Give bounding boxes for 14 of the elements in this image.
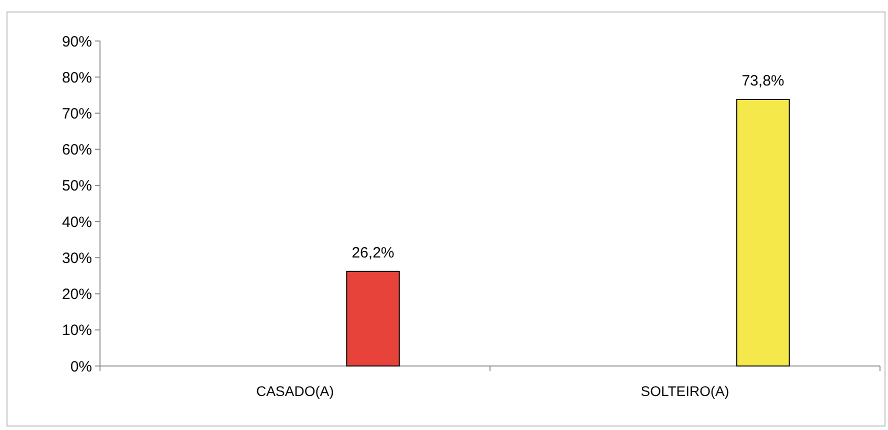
y-tick-label: 20% — [62, 286, 92, 304]
y-tick-label: 30% — [62, 250, 92, 267]
y-tick-label: 70% — [62, 105, 92, 122]
x-tick-label: CASADO(A) — [256, 383, 334, 399]
y-tick-label: 10% — [62, 322, 92, 340]
y-tick-label: 50% — [62, 178, 92, 195]
y-tick-label: 0% — [70, 358, 92, 376]
x-tick-label: SOLTEIRO(A) — [640, 383, 730, 399]
y-tick-label: 80% — [62, 69, 92, 86]
data-label: 26,2% — [352, 244, 394, 262]
y-tick-label: 90% — [62, 33, 92, 50]
data-label: 73,8% — [742, 72, 784, 90]
y-tick-label: 40% — [62, 214, 92, 231]
y-tick-label: 60% — [62, 142, 92, 159]
